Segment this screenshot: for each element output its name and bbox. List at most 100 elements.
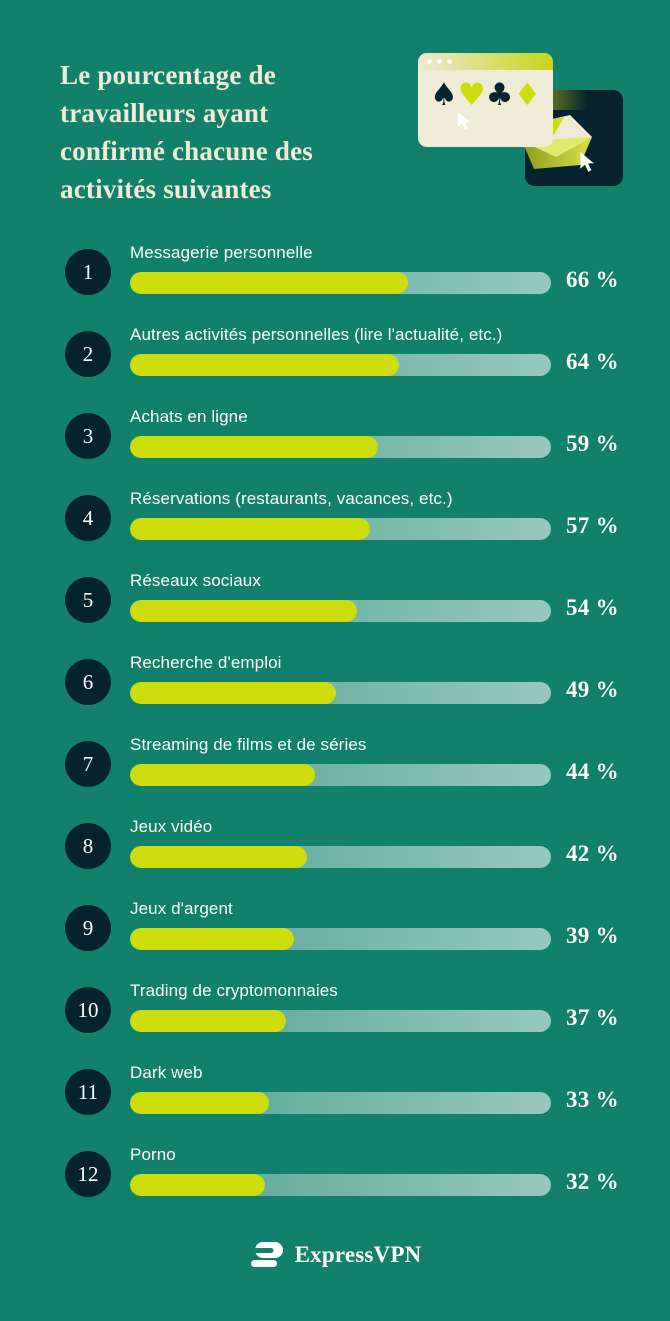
header-illustration: ♠ ♥ ♣ ♦ bbox=[410, 45, 658, 195]
row-content: Réservations (restaurants, vacances, etc… bbox=[130, 489, 551, 540]
chart-row: 8 Jeux vidéo 42 % bbox=[0, 817, 670, 873]
bar-track bbox=[130, 600, 551, 622]
window-dot-icon bbox=[437, 59, 442, 64]
activity-label: Recherche d'emploi bbox=[130, 653, 282, 672]
chart-row: 6 Recherche d'emploi 49 % bbox=[0, 653, 670, 709]
bar-fill bbox=[130, 928, 295, 950]
activity-label: Réseaux sociaux bbox=[130, 571, 261, 590]
rank-badge: 5 bbox=[65, 577, 111, 623]
cursor-icon bbox=[458, 112, 471, 130]
spade-icon: ♠ bbox=[430, 77, 458, 113]
expressvpn-logo-icon bbox=[250, 1242, 283, 1267]
activity-label: Messagerie personnelle bbox=[130, 243, 313, 262]
value-label: 32 % bbox=[566, 1169, 619, 1194]
bar-fill bbox=[130, 518, 370, 540]
activity-label: Streaming de films et de séries bbox=[130, 735, 367, 754]
bar-fill bbox=[130, 354, 400, 376]
browser-window-front: ♠ ♥ ♣ ♦ bbox=[418, 53, 553, 147]
bar-fill bbox=[130, 764, 316, 786]
rank-badge: 2 bbox=[65, 331, 111, 377]
bar-fill bbox=[130, 1010, 286, 1032]
row-content: Jeux vidéo bbox=[130, 817, 551, 868]
row-content: Trading de cryptomonnaies bbox=[130, 981, 551, 1032]
bar-fill bbox=[130, 600, 358, 622]
activity-label: Jeux d'argent bbox=[130, 899, 233, 918]
activity-label: Dark web bbox=[130, 1063, 203, 1082]
value-label: 57 % bbox=[566, 513, 619, 538]
brand-wordmark: ExpressVPN bbox=[294, 1242, 422, 1267]
chart-row: 3 Achats en ligne 59 % bbox=[0, 407, 670, 463]
diamond-icon: ♦ bbox=[513, 77, 542, 113]
value-label: 39 % bbox=[566, 923, 619, 948]
chart-row: 1 Messagerie personnelle 66 % bbox=[0, 243, 670, 299]
chart-row: 11 Dark web 33 % bbox=[0, 1063, 670, 1119]
chart-row: 12 Porno 32 % bbox=[0, 1145, 670, 1201]
row-content: Dark web bbox=[130, 1063, 551, 1114]
activity-label: Porno bbox=[130, 1145, 176, 1164]
bar-track bbox=[130, 764, 551, 786]
bar-fill bbox=[130, 682, 337, 704]
cursor-icon bbox=[580, 152, 594, 172]
rank-badge: 7 bbox=[65, 741, 111, 787]
row-content: Porno bbox=[130, 1145, 551, 1196]
bar-track bbox=[130, 846, 551, 868]
activity-label: Jeux vidéo bbox=[130, 817, 213, 836]
row-content: Réseaux sociaux bbox=[130, 571, 551, 622]
bar-track bbox=[130, 436, 551, 458]
chart-row: 2 Autres activités personnelles (lire l'… bbox=[0, 325, 670, 381]
chart-row: 7 Streaming de films et de séries 44 % bbox=[0, 735, 670, 791]
bar-track bbox=[130, 518, 551, 540]
activity-label: Autres activités personnelles (lire l'ac… bbox=[130, 325, 503, 344]
activity-label: Réservations (restaurants, vacances, etc… bbox=[130, 489, 453, 508]
rank-badge: 4 bbox=[65, 495, 111, 541]
page-title: Le pourcentage de travailleurs ayant con… bbox=[60, 60, 313, 204]
value-label: 44 % bbox=[566, 759, 619, 784]
chart-row: 10 Trading de cryptomonnaies 37 % bbox=[0, 981, 670, 1037]
bar-fill bbox=[130, 272, 408, 294]
bar-fill bbox=[130, 1174, 265, 1196]
value-label: 42 % bbox=[566, 841, 619, 866]
bar-track bbox=[130, 682, 551, 704]
bar-fill bbox=[130, 846, 307, 868]
bar-track bbox=[130, 1174, 551, 1196]
bar-track bbox=[130, 272, 551, 294]
rank-badge: 6 bbox=[65, 659, 111, 705]
bar-track bbox=[130, 1092, 551, 1114]
bar-track bbox=[130, 928, 551, 950]
value-label: 66 % bbox=[566, 267, 619, 292]
chart-row: 4 Réservations (restaurants, vacances, e… bbox=[0, 489, 670, 545]
value-label: 64 % bbox=[566, 349, 619, 374]
chart-row: 9 Jeux d'argent 39 % bbox=[0, 899, 670, 955]
chart-row: 5 Réseaux sociaux 54 % bbox=[0, 571, 670, 627]
window-dot-icon bbox=[447, 59, 452, 64]
row-content: Recherche d'emploi bbox=[130, 653, 551, 704]
row-content: Streaming de films et de séries bbox=[130, 735, 551, 786]
bar-fill bbox=[130, 436, 379, 458]
row-content: Achats en ligne bbox=[130, 407, 551, 458]
value-label: 49 % bbox=[566, 677, 619, 702]
heart-icon: ♥ bbox=[457, 77, 486, 113]
card-suits: ♠ ♥ ♣ ♦ bbox=[418, 70, 553, 111]
value-label: 59 % bbox=[566, 431, 619, 456]
value-label: 54 % bbox=[566, 595, 619, 620]
rank-badge: 10 bbox=[65, 987, 111, 1033]
club-icon: ♣ bbox=[485, 77, 514, 113]
row-content: Autres activités personnelles (lire l'ac… bbox=[130, 325, 551, 376]
rank-badge: 3 bbox=[65, 413, 111, 459]
activity-label: Trading de cryptomonnaies bbox=[130, 981, 338, 1000]
rank-badge: 8 bbox=[65, 823, 111, 869]
value-label: 33 % bbox=[566, 1087, 619, 1112]
rank-badge: 9 bbox=[65, 905, 111, 951]
rank-badge: 12 bbox=[65, 1151, 111, 1197]
bar-fill bbox=[130, 1092, 269, 1114]
value-label: 37 % bbox=[566, 1005, 619, 1030]
footer: ExpressVPN bbox=[0, 1240, 670, 1270]
bar-track bbox=[130, 354, 551, 376]
bar-chart: 1 Messagerie personnelle 66 % 2 Autres a… bbox=[0, 243, 670, 1227]
bar-track bbox=[130, 1010, 551, 1032]
row-content: Messagerie personnelle bbox=[130, 243, 551, 294]
rank-badge: 11 bbox=[65, 1069, 111, 1115]
window-dot-icon bbox=[427, 59, 432, 64]
browser-window-front-titlebar bbox=[418, 53, 553, 70]
